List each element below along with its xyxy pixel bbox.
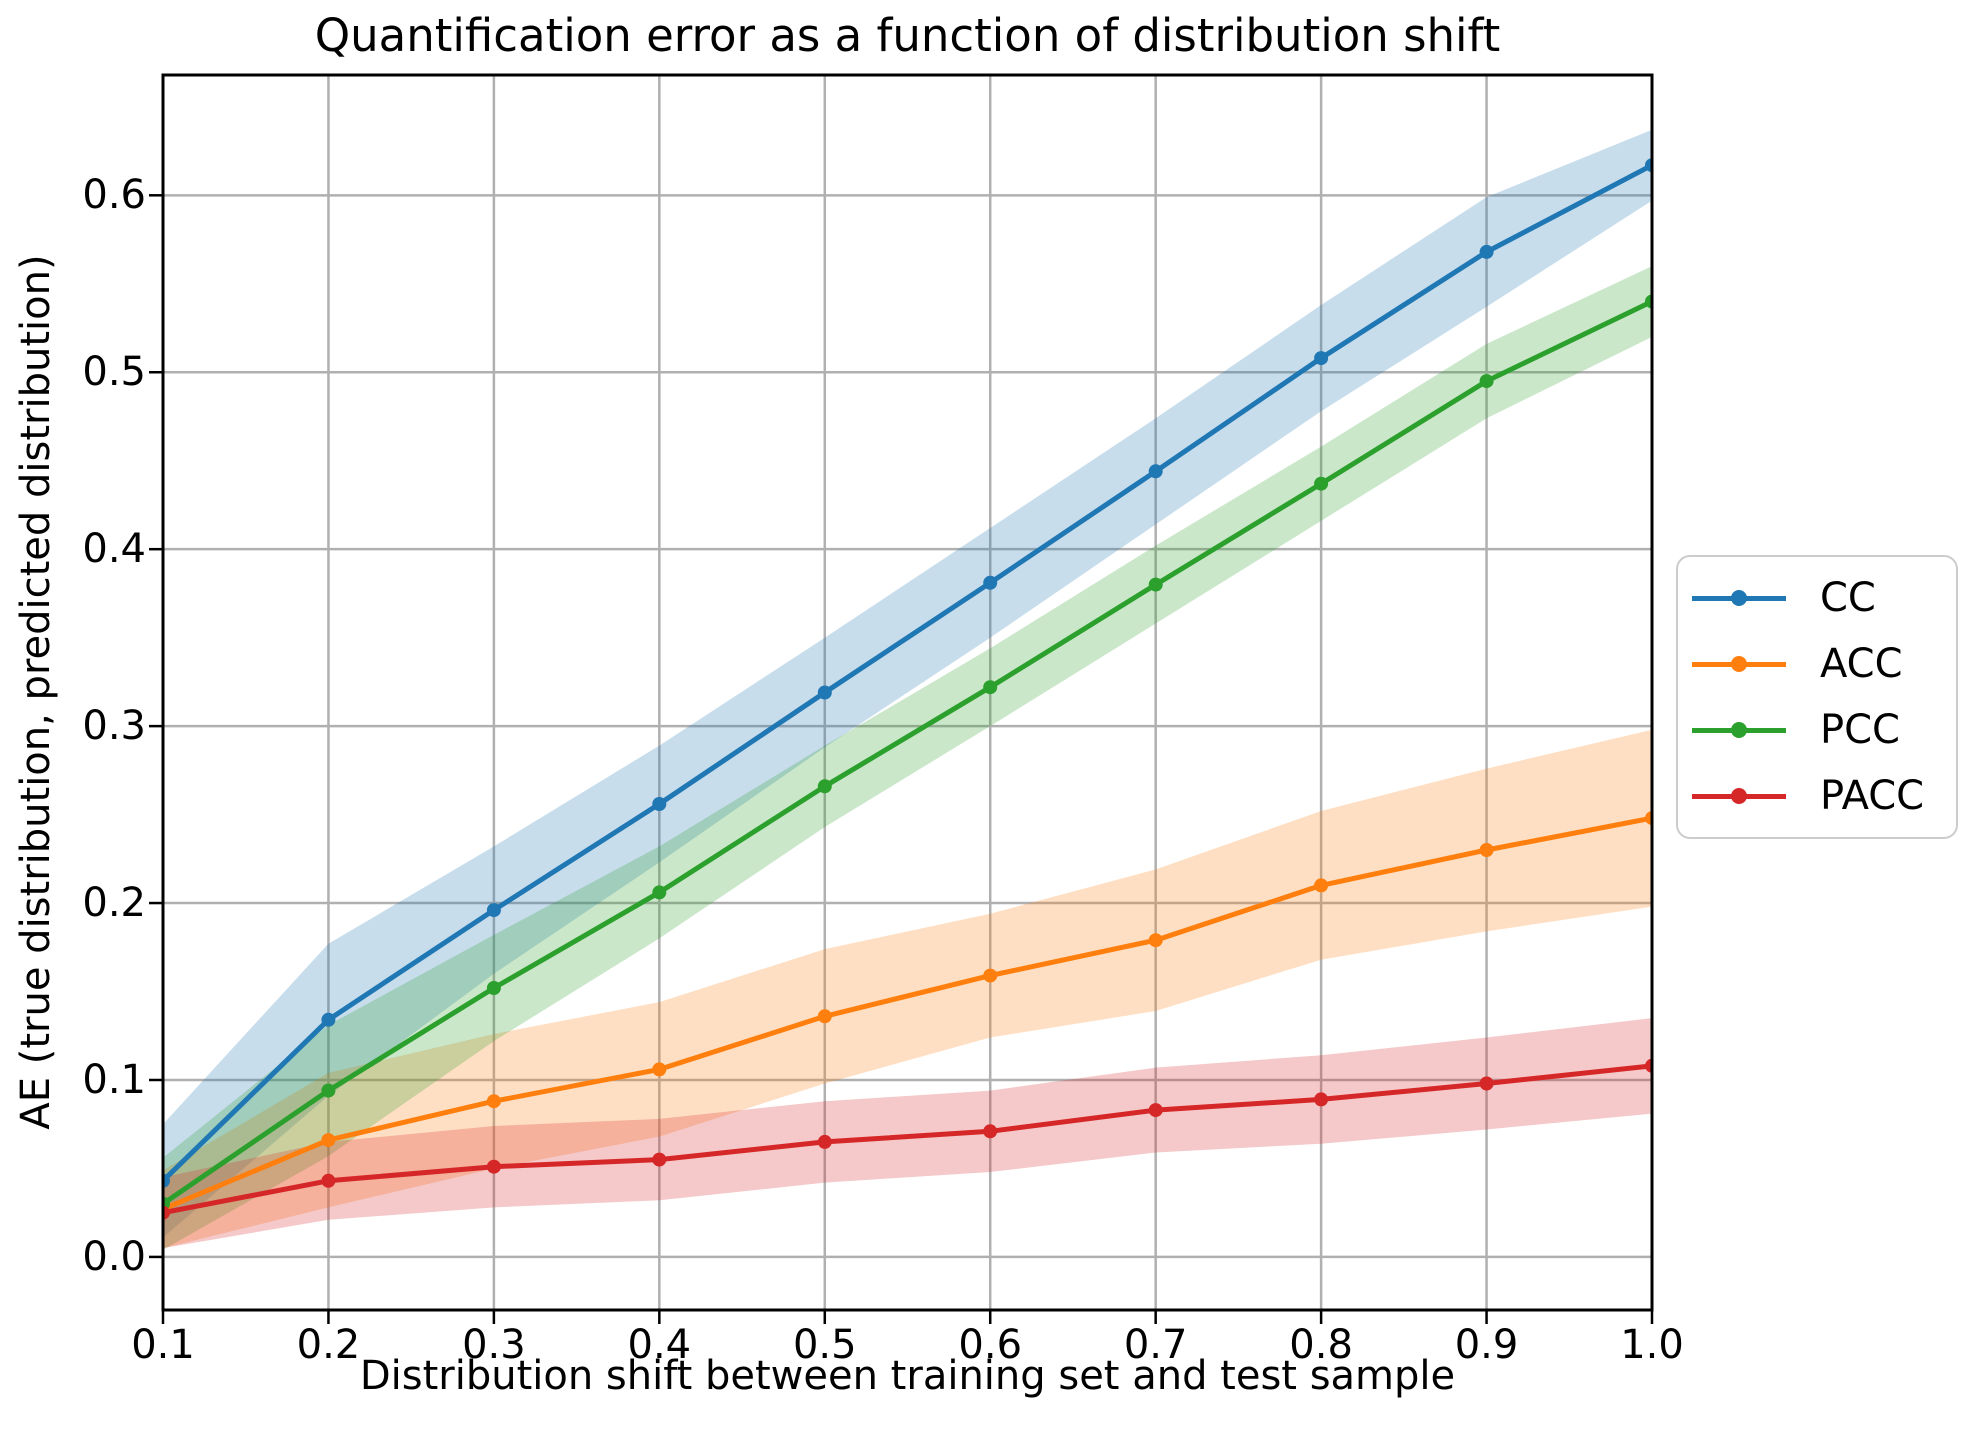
series-marker-PCC [652,885,667,900]
series-marker-PCC [983,680,998,695]
series-marker-ACC [817,1009,832,1024]
series-marker-CC [1148,464,1163,479]
series-marker-ACC [1148,933,1163,948]
x-tick-label: 0.9 [1454,1322,1519,1368]
series-marker-CC [652,797,667,811]
legend-entry-ACC: ACC [1678,631,1956,697]
series-marker-PACC [163,1205,170,1220]
x-tick-label: 0.8 [1289,1322,1353,1368]
series-band-PACC [163,1018,1652,1249]
legend-entry-PCC: PCC [1678,697,1956,763]
chart-title: Quantification error as a function of di… [314,9,1501,62]
series-marker-PACC [321,1173,336,1188]
series-marker-PACC [1148,1103,1163,1118]
series-marker-ACC [983,968,998,983]
series-marker-CC [1645,158,1652,173]
legend-label-PCC: PCC [1820,707,1900,753]
series-marker-CC [321,1012,336,1027]
series-marker-ACC [486,1094,501,1109]
legend-marker-PACC [1731,788,1747,804]
legend-entry-PACC: PACC [1678,763,1956,829]
legend-label-PACC: PACC [1820,773,1925,819]
series-marker-ACC [1314,878,1329,893]
legend-entry-CC: CC [1678,565,1956,631]
y-tick-label: 0.4 [82,526,146,573]
legend-label-CC: CC [1820,575,1876,621]
x-tick-label: 0.1 [131,1322,195,1368]
y-tick-label: 0.1 [82,1056,146,1103]
legend-marker-ACC [1731,656,1747,672]
x-tick-label: 0.5 [792,1322,857,1368]
series-line-PCC [163,299,1652,1206]
x-axis-label: Distribution shift between training set … [359,1353,1456,1399]
series-marker-CC [817,685,832,700]
series-marker-PACC [1314,1092,1329,1107]
series-marker-CC [983,575,998,590]
series-marker-PACC [1645,1058,1652,1073]
y-tick-label: 0.2 [82,880,146,927]
axes-spines [161,73,1654,1312]
x-tick-label: 0.6 [958,1322,1023,1368]
series-marker-CC [163,1173,170,1188]
x-tick-label: 1.0 [1620,1322,1684,1368]
series-marker-PCC [321,1083,336,1098]
y-tick-label: 0.3 [82,703,146,750]
series-marker-PCC [1148,577,1163,592]
legend-label-ACC: ACC [1820,641,1903,687]
series-marker-CC [1479,244,1494,259]
legend: CC ACC PCC PACC [1676,555,1958,839]
x-tick-label: 0.3 [462,1322,526,1368]
series-marker-PACC [983,1124,998,1139]
y-tick-label: 0.6 [82,172,146,219]
series-marker-ACC [652,1062,667,1077]
legend-line-sample-CC [1692,588,1786,608]
x-tick-label: 0.2 [296,1322,361,1368]
series-band-PCC [163,266,1652,1250]
series-marker-PCC [817,779,832,794]
series-marker-PACC [486,1159,501,1174]
series-marker-PCC [1479,374,1494,389]
series-marker-PCC [1314,476,1329,491]
legend-marker-CC [1731,590,1747,606]
series-group [163,129,1652,1250]
series-band-CC [163,129,1652,1238]
y-tick-label: 0.5 [82,349,146,396]
legend-line-sample-PCC [1692,720,1786,740]
legend-line-sample-PACC [1692,786,1786,806]
series-marker-ACC [1479,843,1494,857]
series-marker-CC [486,903,501,918]
series-line-PACC [163,1063,1652,1216]
x-tick-label: 0.4 [627,1322,692,1368]
legend-line-sample-ACC [1692,654,1786,674]
y-tick-label: 0.0 [82,1233,146,1280]
series-marker-PACC [1479,1076,1494,1091]
series-marker-PACC [817,1134,832,1149]
x-tick-label: 0.7 [1123,1322,1188,1368]
series-marker-PACC [652,1152,667,1167]
series-line-CC [163,162,1652,1183]
series-marker-PCC [1645,294,1652,309]
series-marker-PCC [486,981,501,995]
series-band-ACC [163,729,1652,1249]
legend-marker-PCC [1731,722,1747,738]
series-marker-ACC [1645,811,1652,826]
series-marker-ACC [321,1133,336,1148]
series-line-ACC [163,815,1652,1212]
series-marker-CC [1314,351,1329,366]
